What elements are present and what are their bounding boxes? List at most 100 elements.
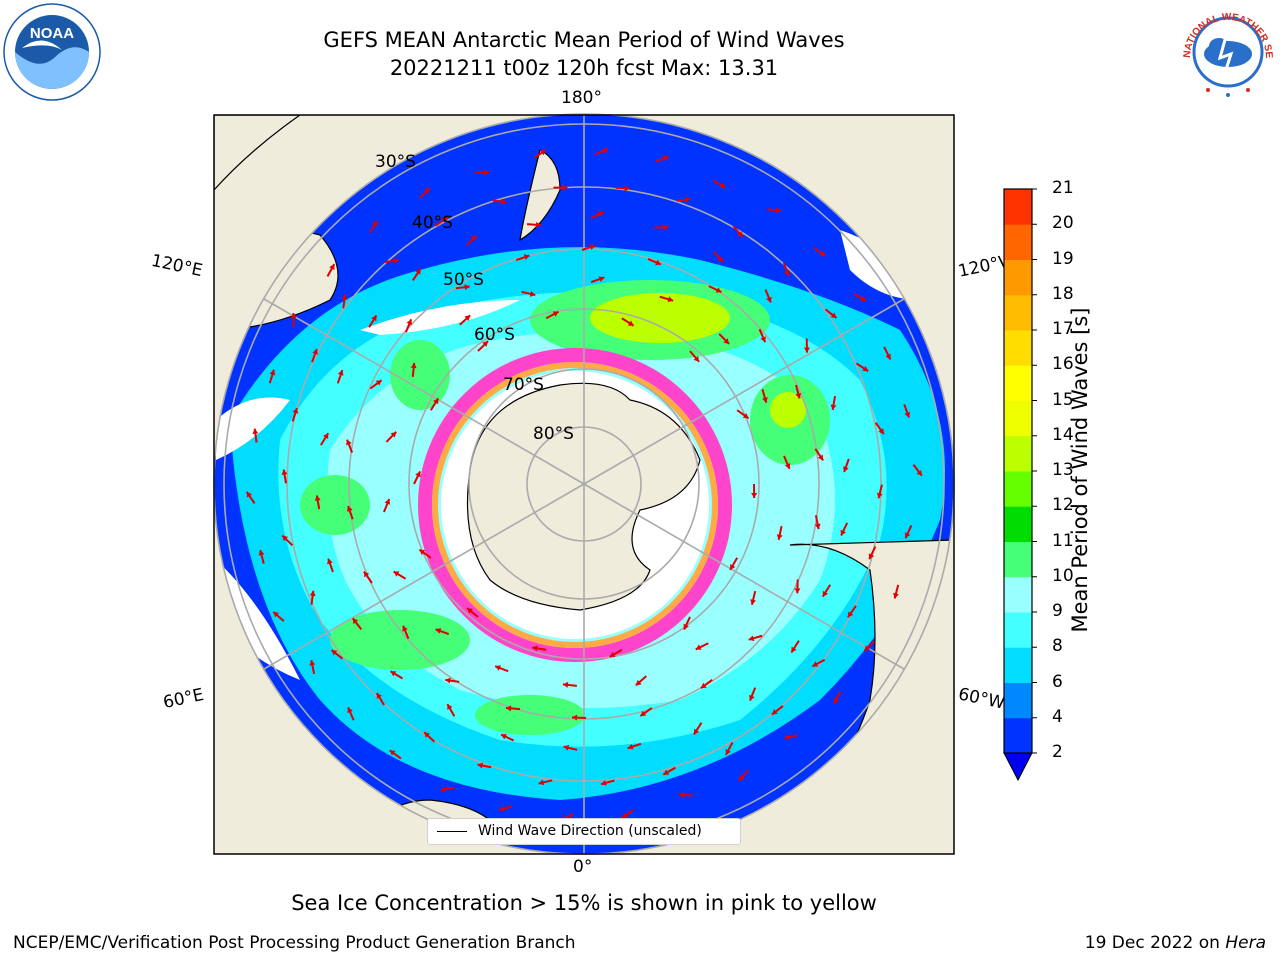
chart-subtitle: 20221211 t00z 120h fcst Max: 13.31 (389, 56, 779, 80)
wave-arrow-head (371, 315, 377, 322)
map-frame (213, 114, 955, 855)
wave-arrow-head (252, 428, 259, 435)
wave-arrow-head (760, 336, 766, 343)
wave-arrow-head (878, 428, 884, 435)
colorbar-segment (1004, 612, 1032, 648)
wave-arrow-head (817, 454, 824, 461)
colorbar-tick-label: 9 (1052, 601, 1063, 621)
colorbar-tick-label: 18 (1052, 283, 1074, 304)
wave-arrow-head (803, 347, 810, 353)
sea-ice-ring (418, 348, 732, 662)
wave-arrow-head (352, 618, 359, 625)
footer-host: Hera (1225, 933, 1266, 953)
wave-arrow-head (784, 463, 791, 469)
wave-arrow-head (390, 671, 397, 677)
wave-arrow-head (415, 268, 421, 275)
wave-arrow-head (341, 294, 348, 300)
colorbar-segment (1004, 576, 1032, 613)
wave-arrow-head (784, 733, 790, 740)
wave-arrow-head (309, 660, 316, 666)
wave-arrow-head (375, 380, 382, 386)
wave-arrow-head (822, 590, 828, 597)
wave-arrow-head (290, 313, 297, 319)
wave-arrow-head (347, 707, 353, 714)
wave-arrow-head (499, 805, 505, 812)
colorbar-segment (1004, 682, 1032, 719)
wave-arrow-head (523, 254, 530, 260)
wave-arrow-head (327, 558, 333, 565)
wave-arrow-head (830, 312, 837, 318)
colorbar (1003, 188, 1037, 782)
wave-arrow-head (563, 744, 570, 751)
wave-arrow-head (624, 185, 630, 192)
wave-arrow-head (864, 645, 871, 651)
wave-arrow-head (484, 169, 490, 176)
colorbar-tick-label: 13 (1052, 460, 1074, 480)
wave-arrow-head (862, 365, 869, 372)
wave-arrow-head (495, 665, 501, 671)
colorbar-tick-label: 6 (1052, 671, 1063, 692)
lat-label-80s: 80°S (533, 424, 574, 444)
colorbar-tick-label: 4 (1052, 706, 1063, 727)
wave-arrow-head (830, 404, 837, 410)
wave-arrow-head (730, 564, 736, 570)
wave-arrow-head (678, 792, 685, 798)
wave-arrow-head (893, 592, 899, 599)
wave-arrow-head (384, 499, 391, 505)
wave-arrow-head (775, 207, 781, 214)
colorbar-segment (1004, 365, 1032, 401)
wave-arrow-head (719, 182, 726, 188)
colorbar-segment (1004, 717, 1032, 754)
lat-label-60s: 60°S (474, 325, 515, 345)
colorbar-segment (1004, 471, 1032, 507)
wave-arrow-head (589, 244, 596, 250)
wave-arrow-head (337, 370, 344, 376)
wave-arrow-head (885, 353, 891, 360)
wave-arrow-head (847, 611, 854, 618)
lon-label-180: 180° (561, 88, 602, 108)
wave-arrow-head (748, 635, 755, 642)
wave-arrow-head (791, 646, 797, 653)
wave-arrow-head (535, 221, 541, 228)
wave-arrow-head (292, 408, 299, 414)
footer-date-text: 19 Dec 2022 on (1084, 933, 1220, 953)
colorbar-label: Mean Period of Wind Waves [s] (1068, 307, 1092, 633)
wave-arrow-head (282, 535, 289, 542)
graticule (223, 115, 945, 854)
wave-arrow-head (389, 750, 396, 756)
wave-arrow-head (402, 625, 408, 632)
noaa-logo: NOAA (3, 3, 101, 101)
wave-arrow-head (737, 231, 743, 238)
wave-arrow-head (904, 532, 911, 539)
wave-arrow-head (441, 217, 448, 224)
wave-arrow-head (540, 150, 546, 156)
wave-arrow-head (723, 338, 730, 344)
wave-arrow-head (415, 471, 421, 478)
wave-arrow-head (501, 733, 507, 740)
wave-arrow-head (621, 812, 628, 818)
wave-arrow-head (532, 645, 538, 652)
colorbar-tick-label: 20 (1052, 213, 1074, 234)
wave-arrow-head (506, 705, 512, 712)
lat-label-30s: 30°S (375, 152, 416, 172)
lat-label-50s: 50°S (443, 270, 484, 290)
wave-arrow-head (464, 284, 470, 291)
colorbar-segment (1004, 400, 1032, 437)
wave-arrow-head (346, 439, 352, 446)
colorbar-tick-label: 16 (1052, 354, 1074, 375)
colorbar-segment (1004, 506, 1032, 542)
wave-arrow-head (609, 651, 616, 657)
wave-arrow-head (464, 315, 471, 321)
wave-arrow-head (693, 728, 700, 735)
wave-arrow-head (717, 256, 724, 263)
wave-arrow-head (246, 491, 252, 498)
colorbar-segment (1004, 435, 1032, 472)
wave-arrow-head (331, 649, 338, 656)
lon-label-0: 0° (573, 857, 593, 877)
wave-arrow-head (640, 710, 647, 717)
svg-text:NOAA: NOAA (30, 25, 74, 42)
wave-arrow-head (467, 608, 473, 614)
colorbar-segment (1004, 541, 1032, 578)
wave-arrow-head (916, 469, 922, 476)
